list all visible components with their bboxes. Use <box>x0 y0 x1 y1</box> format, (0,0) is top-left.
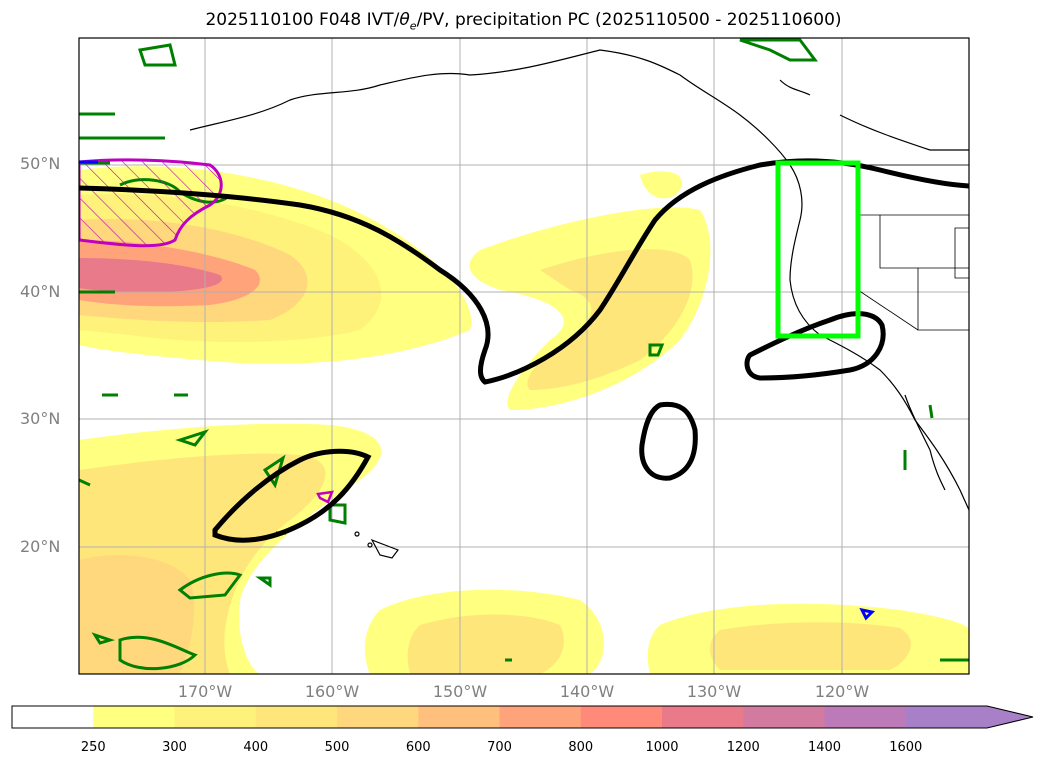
colorbar-tick-label: 400 <box>243 740 269 755</box>
lat-label-40: 40°N <box>20 282 61 301</box>
colorbar-tick-label: 1000 <box>645 740 679 755</box>
title-prefix: 2025110100 F048 IVT/ <box>205 10 400 30</box>
colorbar-tick-label: 500 <box>324 740 350 755</box>
map-title: 2025110100 F048 IVT/θe/PV, precipitation… <box>0 10 1047 32</box>
lon-label-130w: 130°W <box>686 682 742 701</box>
lat-label-30: 30°N <box>20 409 61 428</box>
colorbar-swatch <box>12 706 94 728</box>
lat-label-20: 20°N <box>20 537 61 556</box>
colorbar-tick-label: 1200 <box>726 740 760 755</box>
title-theta: θ <box>399 10 410 30</box>
map-frame <box>78 37 970 675</box>
lon-label-120w: 120°W <box>814 682 870 701</box>
lon-label-140w: 140°W <box>559 682 615 701</box>
colorbar-outline <box>11 705 1034 729</box>
colorbar-swatch <box>93 706 175 728</box>
colorbar-swatch <box>499 706 582 728</box>
colorbar <box>11 705 1034 729</box>
colorbar-tick-label: 600 <box>405 740 431 755</box>
colorbar-swatch <box>418 706 500 728</box>
colorbar-swatch <box>580 706 663 728</box>
colorbar-swatches <box>12 706 1033 728</box>
colorbar-tick-label: 300 <box>162 740 187 755</box>
colorbar-tick-label: 1400 <box>807 740 842 755</box>
region-box <box>775 160 861 339</box>
lat-label-50: 50°N <box>20 154 61 173</box>
colorbar-swatch <box>174 706 257 728</box>
colorbar-swatch <box>662 706 744 728</box>
colorbar-tick-label: 700 <box>487 740 512 755</box>
pv-hatched-region <box>79 158 223 248</box>
colorbar-tick-label: 250 <box>80 740 106 755</box>
colorbar-swatch <box>337 706 419 728</box>
colorbar-tick-label: 800 <box>568 740 594 755</box>
title-theta-sub: e <box>409 19 417 33</box>
lon-label-160w: 160°W <box>304 682 360 701</box>
title-suffix: /PV, precipitation PC (2025110500 - 2025… <box>416 10 842 30</box>
colorbar-extend-arrow <box>987 706 1033 728</box>
lon-label-170w: 170°W <box>177 682 233 701</box>
colorbar-tick-label: 1600 <box>889 740 923 755</box>
colorbar-swatch <box>255 706 338 728</box>
lon-label-150w: 150°W <box>432 682 488 701</box>
magenta-contour-small <box>316 490 334 504</box>
colorbar-swatch <box>743 706 825 728</box>
colorbar-swatch <box>905 706 988 728</box>
colorbar-swatch <box>824 706 907 728</box>
map-panel <box>78 37 970 675</box>
